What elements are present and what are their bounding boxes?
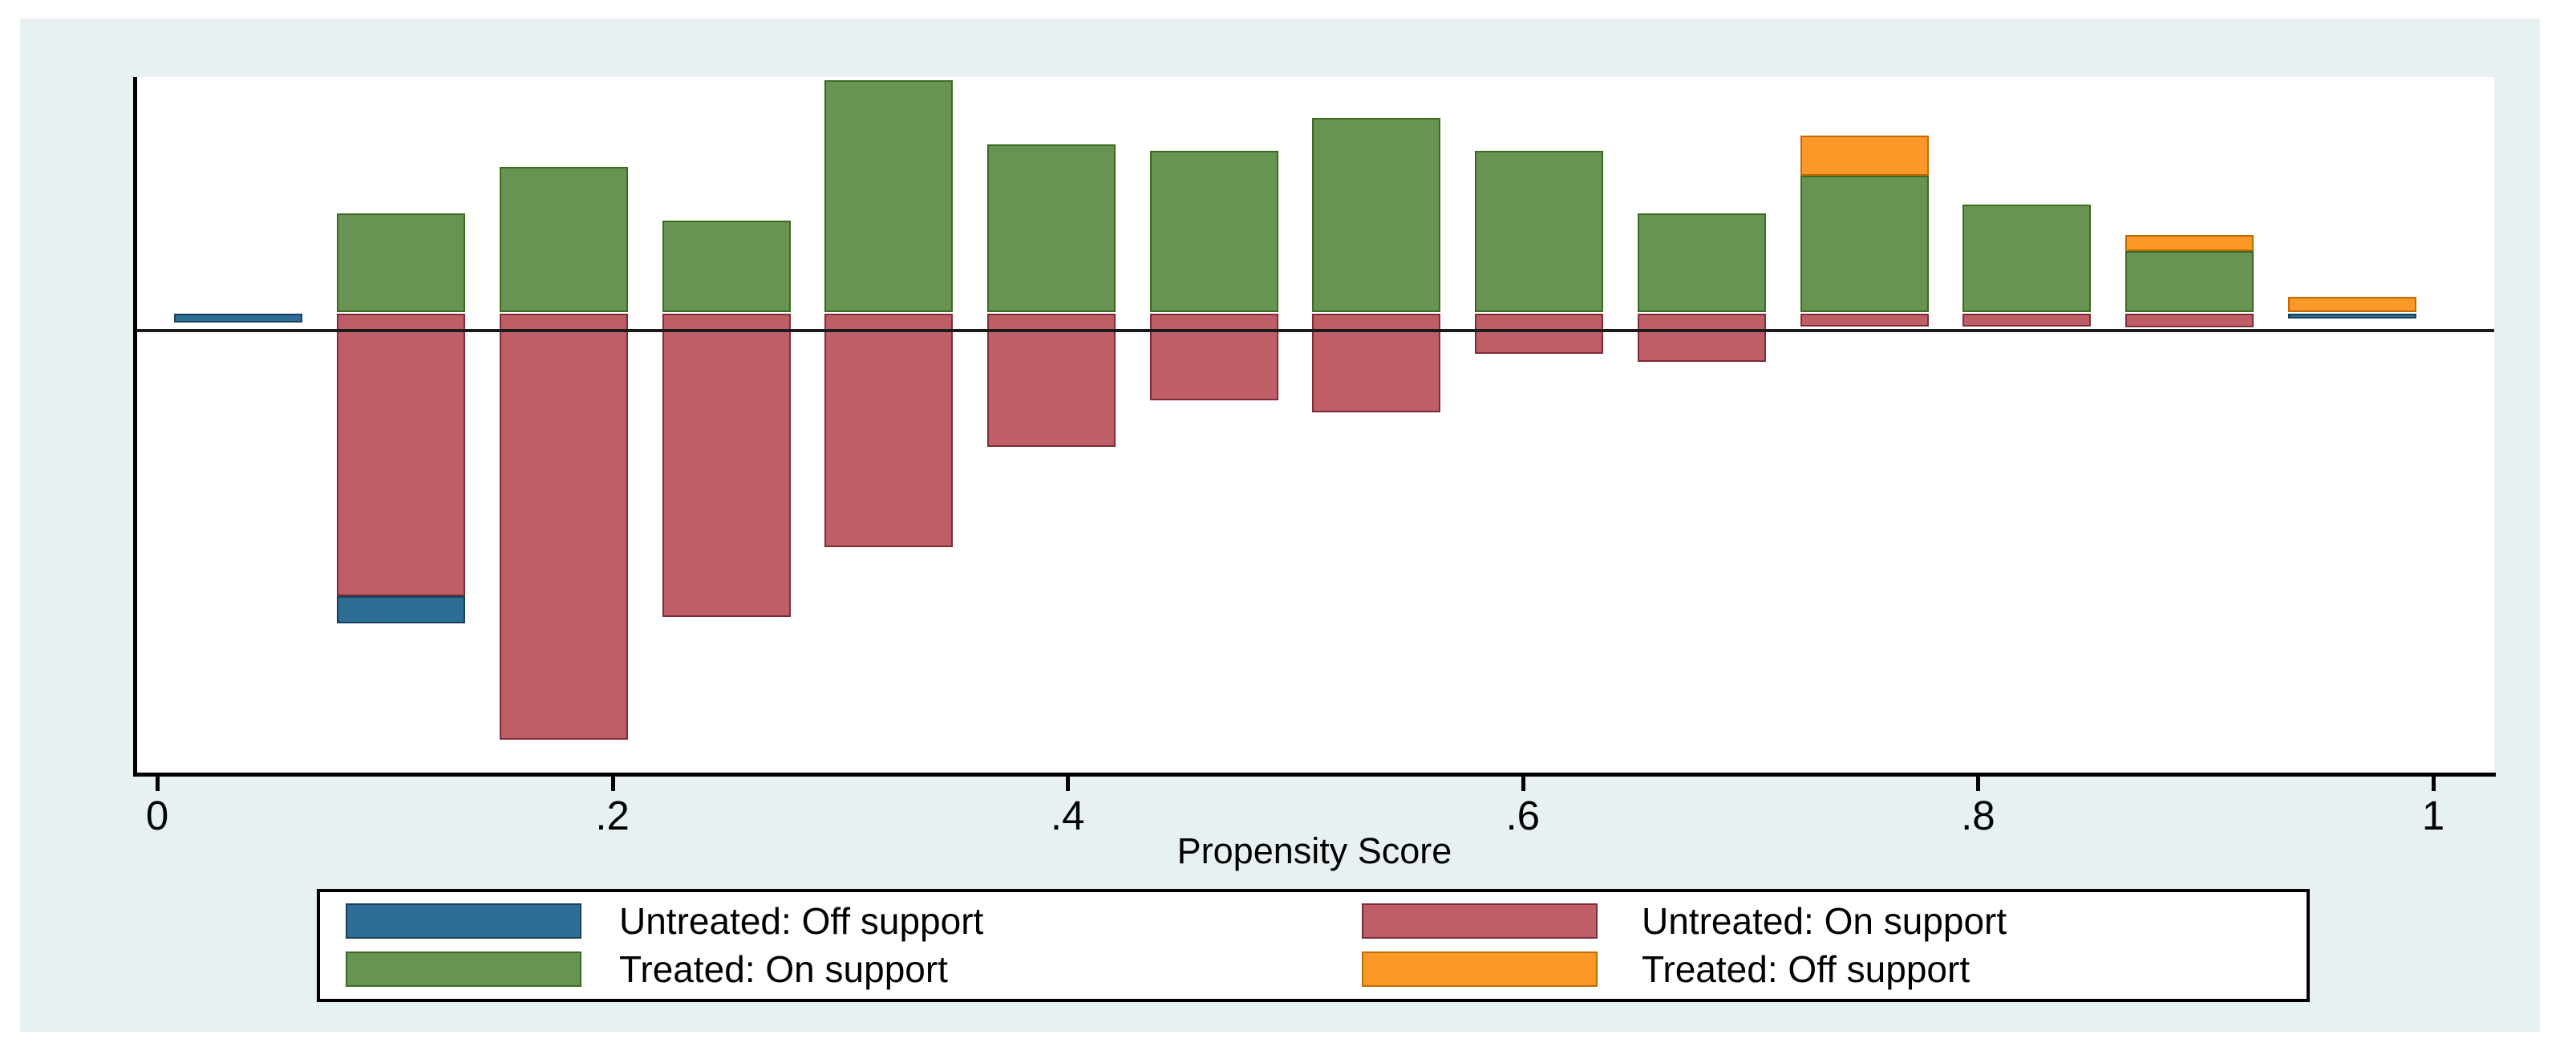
bar-segment-untreated-on bbox=[1962, 314, 2092, 327]
bar-segment-treated-on bbox=[1475, 151, 1604, 312]
bar-segment-untreated-on bbox=[337, 314, 466, 596]
bar-segment-untreated-off bbox=[2287, 314, 2416, 319]
x-tick-label: 0 bbox=[145, 793, 169, 838]
bar-segment-treated-on bbox=[986, 144, 1116, 312]
bar-segment-untreated-on bbox=[1800, 314, 1929, 327]
legend-swatch-untreated-off bbox=[346, 903, 581, 939]
legend: Untreated: Off support Untreated: On supp… bbox=[317, 889, 2310, 1002]
legend-label-treated-off: Treated: Off support bbox=[1642, 948, 1970, 990]
bar-segment-treated-off bbox=[1800, 135, 1929, 176]
x-tick-mark bbox=[156, 777, 160, 791]
x-tick-label: 1 bbox=[2421, 793, 2445, 838]
x-tick-label: .4 bbox=[1050, 793, 1085, 838]
bar-segment-untreated-on bbox=[1637, 314, 1766, 363]
legend-label-untreated-off: Untreated: Off support bbox=[619, 900, 984, 942]
x-tick-mark bbox=[2432, 777, 2436, 791]
legend-swatch-untreated-on bbox=[1362, 903, 1598, 939]
x-tick-label: .2 bbox=[595, 793, 630, 838]
x-tick-label: .8 bbox=[1961, 793, 1995, 838]
x-tick-mark bbox=[1066, 777, 1071, 791]
bar-segment-treated-on bbox=[1800, 175, 1929, 312]
bar-segment-untreated-on bbox=[986, 314, 1116, 448]
legend-swatch-treated-off bbox=[1362, 951, 1598, 987]
x-tick-mark bbox=[1521, 777, 1525, 791]
bar-segment-untreated-off bbox=[174, 314, 303, 323]
bar-segment-treated-on bbox=[1962, 205, 2092, 312]
x-tick-mark bbox=[1976, 777, 1981, 791]
y-axis-line bbox=[133, 77, 137, 777]
bar-segment-treated-on bbox=[1149, 151, 1278, 312]
graph-canvas: 0 .2 .4 .6 .8 1 Propensity Score Untreated: O… bbox=[20, 18, 2540, 1032]
bar-segment-untreated-off bbox=[337, 595, 466, 624]
bar-segment-treated-on bbox=[1637, 213, 1766, 312]
legend-label-treated-on: Treated: On support bbox=[619, 948, 948, 990]
zero-baseline bbox=[135, 329, 2494, 332]
bar-segment-treated-on bbox=[1312, 118, 1441, 312]
bar-segment-treated-on bbox=[2124, 251, 2254, 312]
x-tick-mark bbox=[610, 777, 615, 791]
legend-swatch-treated-on bbox=[346, 951, 581, 987]
bar-segment-treated-on bbox=[499, 166, 628, 312]
bar-segment-untreated-on bbox=[824, 314, 954, 548]
legend-label-untreated-on: Untreated: On support bbox=[1642, 900, 2007, 942]
bar-segment-untreated-on bbox=[2124, 314, 2254, 328]
x-axis-line bbox=[133, 773, 2496, 777]
bar-segment-untreated-on bbox=[1149, 314, 1278, 400]
bar-segment-treated-on bbox=[662, 220, 791, 312]
x-axis-title: Propensity Score bbox=[1177, 830, 1452, 871]
bar-segment-untreated-on bbox=[662, 314, 791, 617]
x-tick-label: .6 bbox=[1505, 793, 1541, 838]
bar-segment-untreated-on bbox=[499, 314, 628, 740]
bar-segment-untreated-on bbox=[1475, 314, 1604, 354]
bar-segment-treated-on bbox=[824, 79, 954, 312]
bar-segment-treated-off bbox=[2124, 235, 2254, 252]
bar-segment-treated-on bbox=[337, 213, 466, 312]
bar-segment-treated-off bbox=[2287, 296, 2416, 312]
